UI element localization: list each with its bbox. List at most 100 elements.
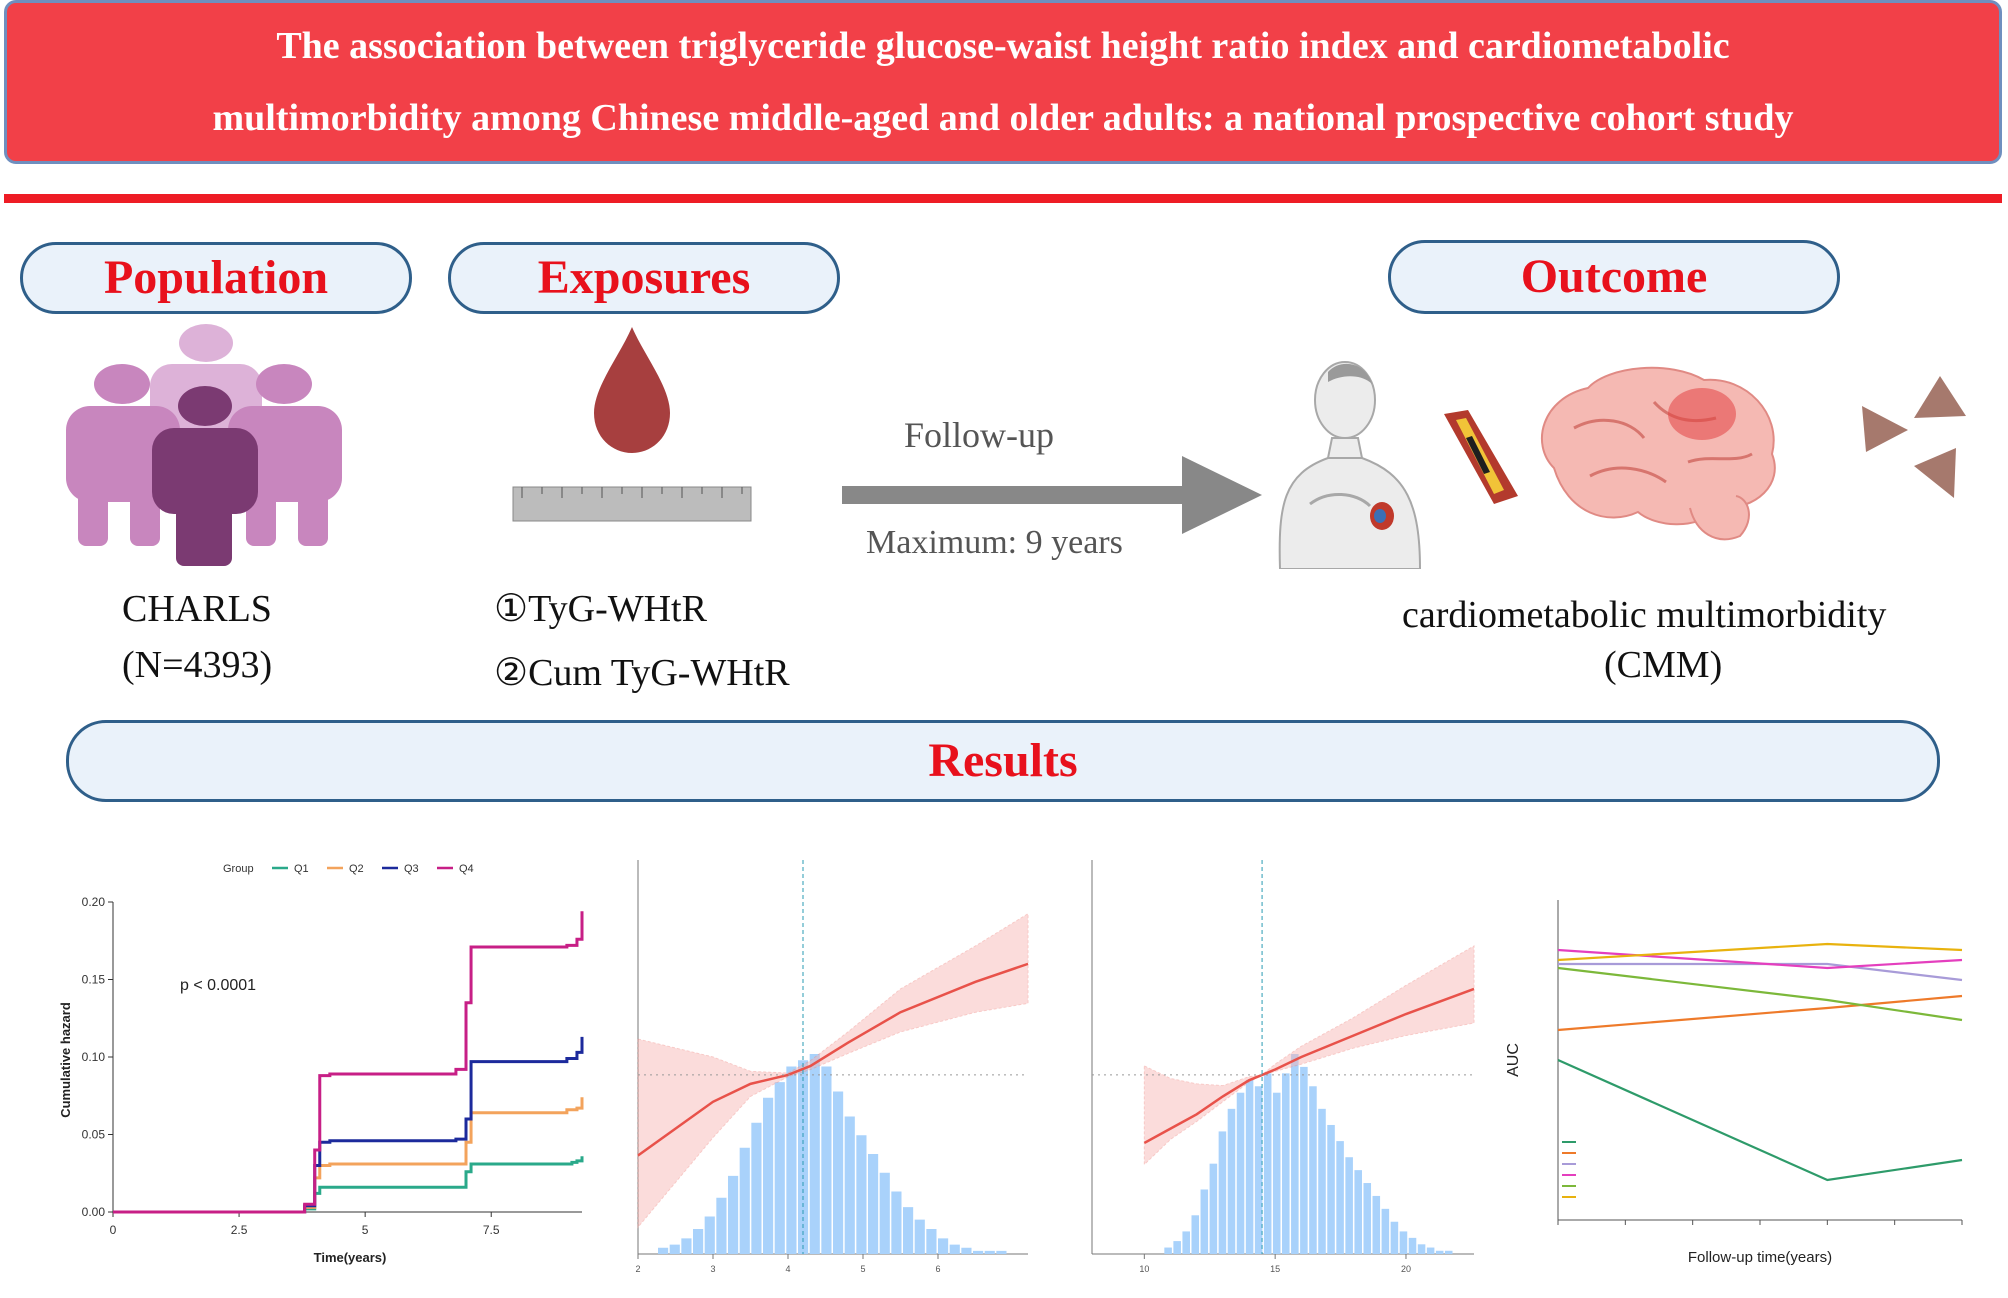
artery-plaque-icon [1444,410,1518,504]
histogram-bar [1291,1054,1299,1254]
rcs-cum-tyg-whtr-chart: 10 15 20 [1091,860,1475,1274]
histogram-bar [1282,1073,1290,1254]
histogram-bar [716,1197,727,1254]
brain-icon [1540,366,1776,541]
y-tick-label: 0.05 [82,1128,106,1142]
histogram-bar [844,1116,855,1254]
hazard-ratio-curve [637,962,1029,1157]
legend-label: Q2 [349,863,364,875]
hazard-ratio-curve [1143,987,1475,1145]
histogram-bar [949,1244,960,1254]
population-cohort: CHARLS [122,588,272,630]
histogram-bar [704,1216,715,1254]
x-tick-label: 5 [860,1264,865,1274]
histogram-bar [1245,1079,1254,1254]
histogram-bar [996,1250,1007,1254]
histogram-bar [1372,1195,1381,1254]
histogram-bar [739,1147,750,1254]
y-tick-label: 0.00 [82,1205,106,1219]
exposures-heading: Exposures [448,242,840,314]
histogram-bar [1426,1247,1435,1254]
x-tick-label: 5 [362,1223,369,1237]
histogram-bar [903,1207,914,1254]
x-tick-label: 2.5 [231,1223,248,1237]
population-heading: Population [20,242,412,314]
histogram-bar [1236,1092,1245,1254]
x-axis-label: Time(years) [314,1250,387,1265]
histogram-bar [763,1097,774,1254]
histogram-bar [1408,1237,1417,1254]
auc-series-line [1557,942,1963,962]
followup-label: Follow-up [904,415,1055,455]
histogram-bar [1263,1073,1272,1254]
histogram-bar [774,1082,785,1254]
legend-label: Q1 [294,863,309,875]
x-tick-label: 6 [935,1264,940,1274]
histogram-bar [1173,1241,1181,1254]
histogram-bar [1444,1250,1453,1254]
y-tick-label: 0.20 [82,895,106,909]
rcs-tyg-whtr-chart: 2 3 4 5 6 [635,860,1029,1274]
x-tick-label: 7.5 [483,1223,500,1237]
outcome-name: cardiometabolic multimorbidity [1402,594,1887,636]
histogram-bar [926,1229,937,1254]
histogram-bar [786,1066,797,1254]
exposure-item-1: ①TyG-WHtR [494,588,707,630]
metabolic-triangles-icon [1862,376,1966,498]
legend-label: Q4 [459,863,474,875]
outcome-abbrev: (CMM) [1604,644,1723,686]
blood-drop-icon [594,327,670,453]
auc-series-line [1557,1058,1963,1182]
histogram-bar [1164,1247,1172,1254]
p-value-annotation: p < 0.0001 [180,977,256,994]
histogram-bar [1399,1231,1408,1254]
histogram-bar [1227,1108,1236,1254]
histogram-bar [1300,1066,1308,1254]
histogram-bar [833,1091,844,1254]
histogram-bar [1209,1163,1218,1254]
histogram-bar [1272,1092,1281,1254]
auc-series-line [1558,962,1963,982]
x-tick-label: 2 [635,1264,640,1274]
histogram-bar [914,1219,925,1254]
histogram-bar [891,1191,902,1254]
series-line-Q1 [113,1156,584,1214]
y-tick-label: 0.10 [82,1050,106,1064]
y-tick-label: 0.15 [82,973,106,987]
cumulative-hazard-chart: Group Q1 Q2 Q3 Q4 0.00 0.05 0.10 0.15 0.20 0 2.5… [58,863,584,1265]
title-line-2: multimorbidity among Chinese middle-aged… [212,97,1794,139]
histogram-bar [1200,1189,1209,1254]
histogram-bar [973,1250,984,1254]
histogram-bar [1390,1221,1399,1254]
outcome-heading: Outcome [1388,240,1840,314]
histogram-bar [1309,1086,1317,1254]
histogram-bar [1345,1157,1353,1254]
people-group-icon [66,324,342,566]
auc-series-line [1557,994,1963,1032]
followup-max: Maximum: 9 years [866,524,1123,561]
histogram-bar [1182,1231,1190,1254]
histogram-bar [868,1154,879,1254]
histogram-bar [1254,1086,1263,1254]
confidence-band [1143,945,1475,1166]
auc-chart: Follow-up time(years) AUC [1505,900,1963,1266]
histogram-bar [1336,1141,1344,1254]
exposure-item-2: ②Cum TyG-WHtR [494,652,790,694]
series-line-Q4 [113,911,584,1214]
x-axis-label: Follow-up time(years) [1688,1249,1832,1266]
histogram-bar [1327,1124,1335,1254]
histogram-bar [1363,1183,1372,1254]
legend-title: Group [223,863,254,875]
histogram-bar [821,1066,832,1254]
histogram-bar [856,1135,867,1254]
histogram-bar [658,1247,669,1254]
histogram-bar [1218,1131,1227,1254]
histogram-bar [1381,1208,1390,1254]
title-banner: The association between triglyceride glu… [4,0,2002,164]
x-tick-label: 15 [1270,1264,1280,1274]
legend-label: Q3 [404,863,419,875]
histogram-bar [728,1175,739,1254]
x-tick-label: 10 [1139,1264,1149,1274]
ruler-icon [512,486,752,522]
followup-arrow [842,456,1262,534]
